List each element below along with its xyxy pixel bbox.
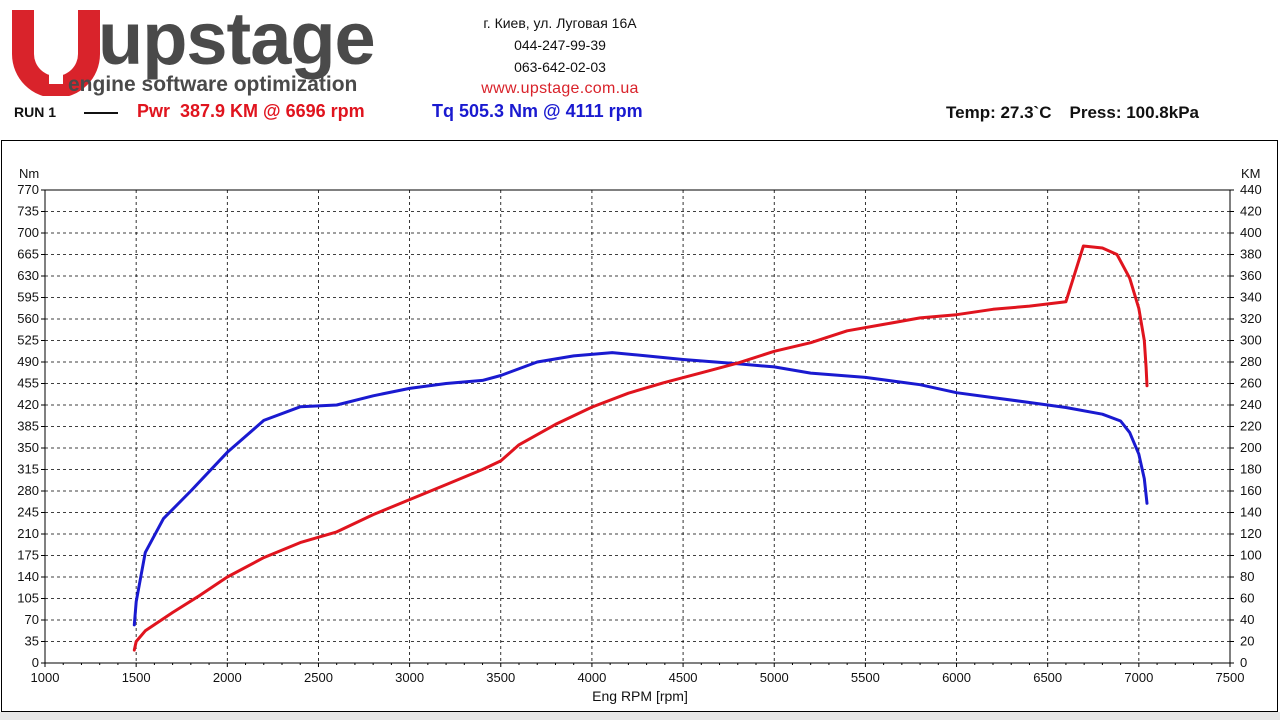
logo-u-shape (12, 10, 100, 96)
pressure-text: Press: 100.8kPa (1069, 103, 1200, 122)
logo-brand-text: upstage (98, 2, 375, 80)
website-link[interactable]: www.upstage.com.ua (481, 80, 639, 97)
run-summary-bar: RUN 1 Pwr 387.9 KM @ 6696 rpm Tq 505.3 N… (0, 100, 1280, 128)
run-label: RUN 1 (14, 104, 57, 120)
phone-1-text: 044-247-99-39 (514, 37, 606, 53)
upstage-logo: upstage engine software optimization (12, 2, 376, 96)
conditions: Temp: 27.3`C Press: 100.8kPa (946, 103, 1217, 123)
chart-frame (1, 140, 1278, 712)
logo-tagline: engine software optimization (68, 73, 357, 96)
address-text: г. Киев, ул. Луговая 16А (483, 15, 637, 31)
torque-summary: Tq 505.3 Nm @ 4111 rpm (432, 101, 643, 121)
logo-arrow-icon (40, 14, 72, 84)
temperature-text: Temp: 27.3`C (946, 103, 1052, 122)
power-summary: Pwr 387.9 KM @ 6696 rpm (137, 101, 365, 121)
phone-2-text: 063-642-02-03 (514, 59, 606, 75)
bottom-rule (0, 712, 1280, 720)
run-legend-line (84, 112, 118, 114)
contact-block: г. Киев, ул. Луговая 16А 044-247-99-39 0… (440, 12, 680, 100)
